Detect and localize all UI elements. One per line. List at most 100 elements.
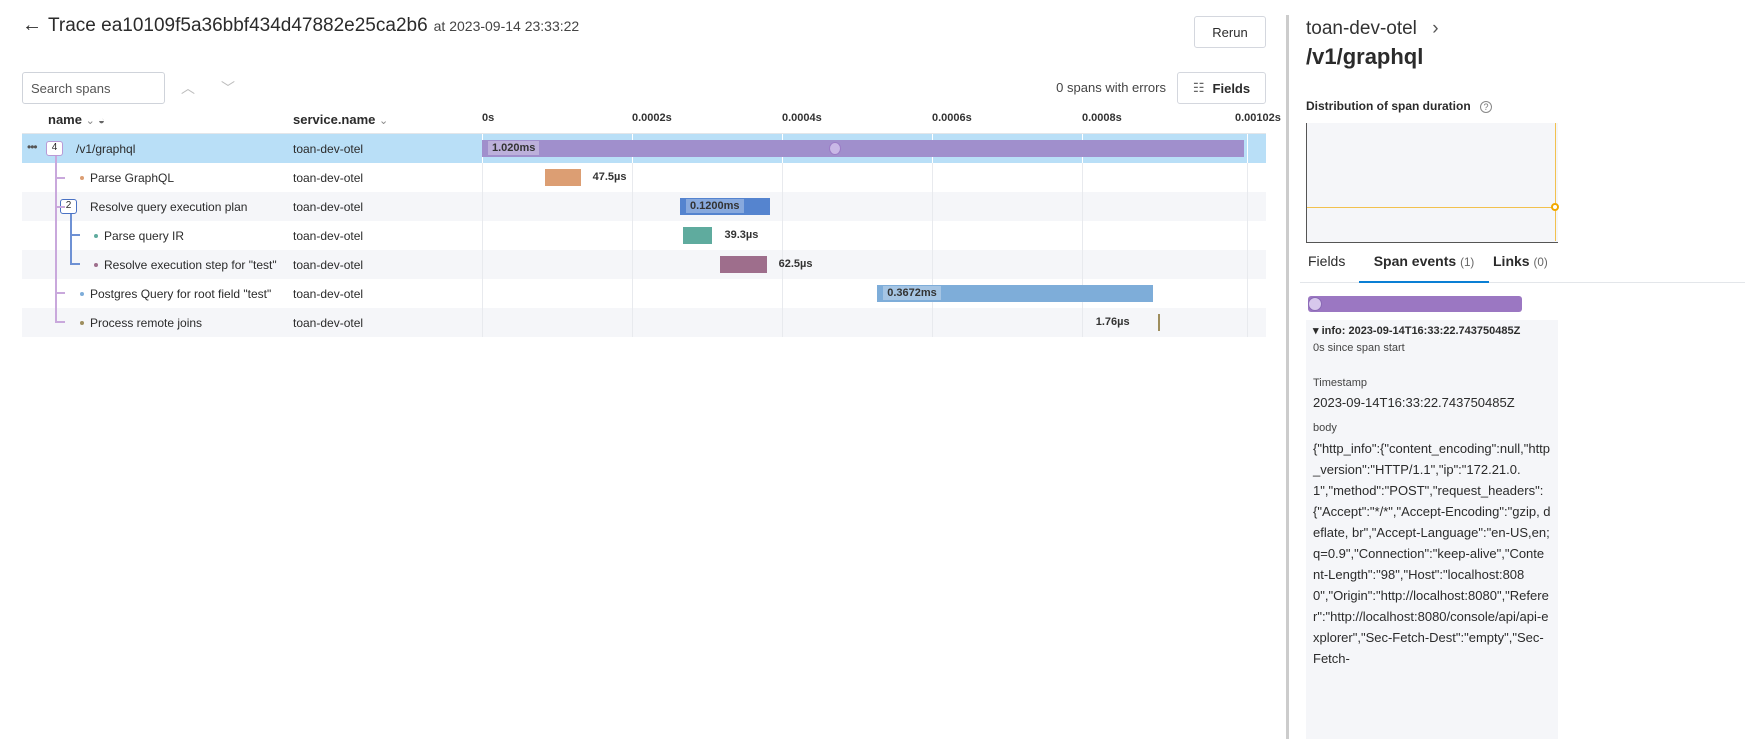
service-name: toan-dev-otel — [293, 171, 364, 185]
span-bar[interactable]: 0.3672ms — [877, 285, 1153, 302]
span-row[interactable]: Parse GraphQL toan-dev-otel 47.5µs — [22, 163, 1266, 192]
rerun-button[interactable]: Rerun — [1194, 16, 1266, 48]
service-name: toan-dev-otel — [293, 258, 364, 272]
service-column-header[interactable]: service.name ⌄ — [293, 112, 389, 127]
grid-line — [1247, 192, 1248, 221]
span-title: /v1/graphql — [1306, 44, 1424, 69]
grid-line — [1082, 308, 1083, 337]
duration-label: 47.5µs — [592, 171, 627, 183]
timeline-tick: 0.0002s — [632, 112, 672, 124]
span-row[interactable]: Process remote joins toan-dev-otel 1.76µs — [22, 308, 1266, 337]
event-timeline-bar — [1308, 296, 1522, 312]
timeline-tick: 0s — [482, 112, 495, 124]
timeline-tick: 0.0004s — [782, 112, 822, 124]
more-options-icon[interactable]: ••• — [27, 140, 38, 154]
page-header: ← Trace ea10109f5a36bbf434d47882e25ca2b6… — [22, 14, 579, 37]
tree-branch — [55, 321, 65, 323]
span-name: Process remote joins — [90, 316, 203, 330]
grid-line — [1247, 221, 1248, 250]
event-marker[interactable] — [1308, 297, 1322, 311]
grid-line — [782, 250, 783, 279]
grid-line — [782, 308, 783, 337]
event-toggle[interactable]: ▾ info: 2023-09-14T16:33:22.743750485Z — [1313, 325, 1521, 337]
span-bar[interactable] — [719, 256, 767, 273]
span-row[interactable]: /v1/graphql toan-dev-otel 1.020ms ••• 4 — [22, 134, 1266, 163]
timestamp-value: 2023-09-14T16:33:22.743750485Z — [1313, 395, 1515, 410]
fields-button-label: Fields — [1212, 80, 1251, 96]
event-offset: 0s since span start — [1313, 342, 1405, 354]
name-column-header[interactable]: name ⌄ ◒ — [48, 112, 105, 127]
duration-label: 0.3672ms — [883, 286, 941, 300]
duration-label: 62.5µs — [778, 258, 813, 270]
grid-line — [632, 163, 633, 192]
duration-label: 1.020ms — [488, 141, 540, 155]
span-row[interactable]: Postgres Query for root field "test" toan… — [22, 279, 1266, 308]
span-bar[interactable] — [1157, 314, 1160, 331]
grid-line — [632, 308, 633, 337]
panel-resize-handle[interactable] — [1286, 15, 1289, 739]
search-spans-input[interactable]: Search spans — [22, 72, 165, 104]
grid-line — [1082, 192, 1083, 221]
grid-line — [632, 250, 633, 279]
span-name: Parse GraphQL — [90, 171, 175, 185]
grid-line — [782, 192, 783, 221]
grid-line — [782, 279, 783, 308]
tree-line — [55, 156, 57, 322]
grid-line — [1082, 163, 1083, 192]
grid-line — [632, 221, 633, 250]
fields-button[interactable]: ☷ Fields — [1177, 72, 1266, 104]
tree-branch — [70, 263, 80, 265]
table-header: name ⌄ ◒ service.name ⌄ 0s 0.0002s 0.0004s… — [22, 107, 1281, 135]
span-row[interactable]: Resolve execution step for "test" toan-de… — [22, 250, 1266, 279]
grid-line — [932, 250, 933, 279]
span-dot-icon — [80, 292, 84, 296]
distribution-point — [1551, 203, 1559, 211]
distribution-line — [1307, 207, 1557, 208]
service-name: toan-dev-otel — [293, 316, 364, 330]
span-dot-icon — [94, 263, 98, 267]
event-detail: ▾ info: 2023-09-14T16:33:22.743750485Z 0… — [1306, 320, 1558, 739]
service-breadcrumb[interactable]: toan-dev-otel › — [1306, 18, 1439, 39]
next-match-chevron-down-icon[interactable]: ﹀ — [221, 80, 235, 96]
event-marker[interactable] — [829, 142, 841, 155]
distribution-title: Distribution of span duration ? — [1306, 99, 1492, 113]
span-name: Resolve execution step for "test" — [104, 258, 277, 272]
grid-line — [482, 308, 483, 337]
span-name: Parse query IR — [104, 229, 185, 243]
grid-line — [932, 308, 933, 337]
grid-line — [632, 192, 633, 221]
service-name: toan-dev-otel — [293, 200, 364, 214]
grid-line — [482, 250, 483, 279]
span-bar[interactable]: 1.020ms — [482, 140, 1244, 157]
tree-branch — [55, 206, 65, 208]
tree-line — [70, 214, 72, 264]
span-bar[interactable]: 0.1200ms — [680, 198, 770, 215]
back-arrow-icon[interactable]: ← — [22, 14, 42, 36]
timeline-tick: 0.0008s — [1082, 112, 1122, 124]
distribution-chart[interactable] — [1306, 123, 1559, 243]
previous-match-chevron-up-icon[interactable]: ︿ — [181, 80, 195, 96]
tab-links[interactable]: Links (0) — [1493, 253, 1548, 269]
grid-line — [1247, 250, 1248, 279]
span-row[interactable]: Resolve query execution plan toan-dev-ote… — [22, 192, 1266, 221]
tab-span-events[interactable]: Span events (1) — [1359, 253, 1489, 283]
grid-line — [482, 279, 483, 308]
help-icon[interactable]: ? — [1480, 101, 1492, 113]
span-bar[interactable] — [683, 227, 713, 244]
grid-line — [482, 163, 483, 192]
service-name: toan-dev-otel — [293, 287, 364, 301]
tab-fields[interactable]: Fields — [1308, 253, 1346, 269]
span-row[interactable]: Parse query IR toan-dev-otel 39.3µs — [22, 221, 1266, 250]
grid-line — [1082, 221, 1083, 250]
list-icon: ☷ — [1192, 80, 1205, 95]
error-count: 0 spans with errors — [1056, 80, 1166, 95]
grid-line — [782, 221, 783, 250]
grid-line — [632, 279, 633, 308]
body-label: body — [1313, 422, 1337, 434]
grid-line — [782, 163, 783, 192]
span-dot-icon — [80, 176, 84, 180]
grid-line — [932, 163, 933, 192]
span-bar[interactable] — [545, 169, 581, 186]
grid-line — [932, 192, 933, 221]
child-count-badge[interactable]: 4 — [46, 141, 63, 156]
